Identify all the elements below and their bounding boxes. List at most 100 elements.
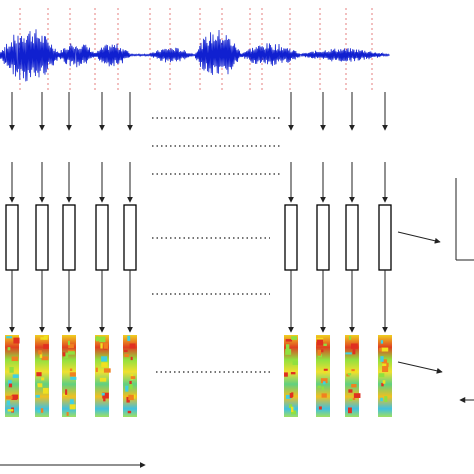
spectrogram-patch [380, 340, 384, 344]
ellipsis-lines [152, 117, 280, 373]
spectrogram-patch [381, 347, 389, 352]
spectrogram-patch [41, 377, 45, 381]
spectrogram-patch [11, 356, 19, 362]
column [284, 92, 299, 417]
spectrogram-patch [125, 385, 129, 392]
spectrogram-patch [101, 362, 108, 368]
column [345, 92, 361, 417]
spectrogram-patch [99, 377, 107, 382]
spectrogram-patch [11, 395, 18, 400]
spectrogram-patch [380, 356, 384, 362]
spectrogram-patch [290, 372, 296, 375]
spectrogram-patch [285, 344, 290, 351]
spectrogram-patch [127, 410, 132, 414]
spectrogram-patch [67, 340, 70, 346]
spectrogram-patch [43, 344, 49, 349]
waveform [0, 8, 390, 92]
spectrogram-patch [318, 406, 322, 410]
column [5, 92, 20, 417]
spectrogram-patch [130, 376, 136, 379]
waveform-path [0, 29, 390, 82]
spectrogram-patch [288, 404, 293, 409]
spectrogram-patch [9, 366, 14, 373]
spectrogram [316, 335, 330, 417]
spectrogram-patch [70, 376, 77, 380]
spectrogram-patch [126, 396, 130, 403]
spectrogram-patch [128, 394, 134, 401]
spectrogram-patch [36, 372, 42, 377]
spectrogram-patch [380, 397, 383, 402]
spectrogram-patch [316, 339, 324, 346]
spectrogram-patch [321, 349, 324, 353]
spectrogram-patch [37, 409, 42, 413]
spectrogram-patch [289, 393, 293, 398]
spectrogram-patch [69, 368, 73, 371]
spectrogram-patch [38, 350, 42, 355]
spectrogram-patch [381, 382, 384, 387]
spectrogram-patch [95, 367, 98, 372]
spectrogram-patch [353, 393, 361, 398]
spectrogram-patch [65, 389, 68, 395]
arrow [397, 361, 443, 374]
spectrogram-patch [69, 404, 76, 410]
filter-box [316, 204, 330, 271]
spectrogram-patch [382, 380, 386, 384]
spectrogram-patch [379, 373, 385, 378]
spectrogram-patch [384, 362, 389, 367]
spectrogram-patch [129, 343, 136, 349]
filter-box [345, 204, 359, 271]
spectrogram-patch [37, 383, 41, 386]
spectrogram-patch [317, 385, 322, 389]
spectrogram-patch [8, 380, 12, 386]
spectrogram-patch [67, 349, 75, 353]
spectrogram-patch [292, 360, 299, 365]
spectrogram-patch [39, 352, 43, 358]
spectrogram-patch [12, 374, 19, 379]
filter-box [284, 204, 298, 271]
spectrogram [378, 335, 392, 417]
spectrogram-patch [129, 384, 133, 390]
spectrogram-patch [284, 372, 288, 377]
spectrogram-patch [317, 349, 321, 356]
column [316, 92, 330, 417]
filter-box [5, 204, 19, 271]
spectrogram-patch [321, 393, 327, 398]
spectrogram-patch [323, 368, 328, 371]
spectrogram-patch [351, 369, 355, 372]
filter-box [35, 204, 49, 271]
spectrogram-patch [323, 343, 327, 346]
spectrogram-patch [124, 349, 128, 353]
spectrogram-patch [8, 383, 13, 388]
spectrogram-patch [68, 351, 75, 355]
right-panel [397, 178, 474, 403]
spectrogram-patch [382, 366, 389, 373]
spectrogram-patch [101, 356, 108, 362]
spectrogram-patch [5, 395, 13, 400]
filter-box [123, 204, 137, 271]
spectrogram-patch [41, 356, 49, 361]
spectrogram-patch [129, 380, 132, 385]
spectrogram-patch [323, 368, 326, 374]
spectrogram-patch [42, 388, 49, 394]
spectrogram-patch [100, 343, 103, 349]
spectrogram-patch [6, 336, 13, 339]
spectrogram-patch [351, 384, 357, 388]
spectrogram-patch [285, 349, 292, 355]
spectrogram-patch [347, 407, 352, 414]
spectrogram-patch [40, 408, 44, 413]
spectrogram-patch [321, 386, 325, 390]
filter-box [378, 204, 392, 271]
spectrogram-patch [68, 344, 74, 349]
spectrogram-patch [320, 378, 328, 384]
spectrogram-patch [352, 397, 356, 401]
spectrogram-patch [102, 392, 109, 399]
spectrogram-patch [345, 352, 352, 355]
spectrogram-patch [40, 337, 46, 340]
spectrogram-patch [348, 389, 353, 393]
spectrogram-patch [290, 406, 294, 412]
spectrogram-patch [317, 354, 322, 358]
column [95, 92, 111, 417]
spectrogram-patch [103, 397, 106, 402]
spectrogram-patch [291, 336, 298, 340]
spectrogram-patch [7, 347, 11, 351]
